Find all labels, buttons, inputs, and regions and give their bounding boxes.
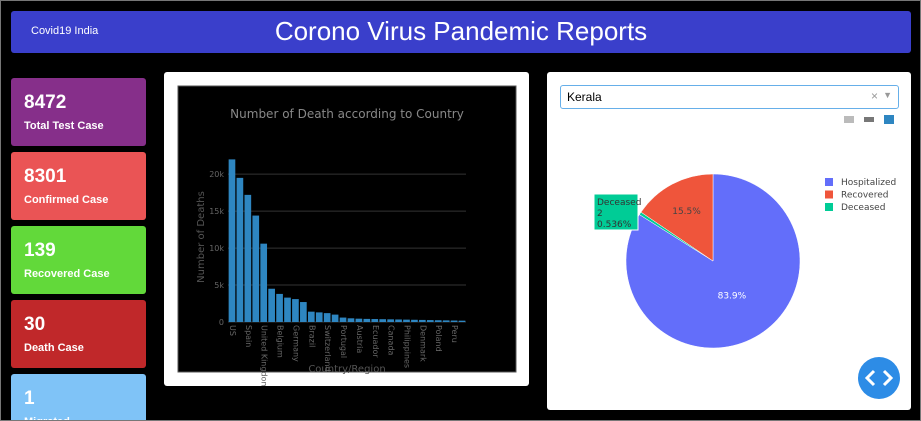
- card-value: 8472: [24, 92, 67, 113]
- stat-card: 30 Death Case: [11, 300, 146, 368]
- bar: [355, 318, 363, 322]
- hover-box: [593, 193, 639, 231]
- page-title: Corono Virus Pandemic Reports: [274, 16, 648, 46]
- x-tick-label: US: [228, 325, 237, 336]
- x-tick-label: Poland: [434, 325, 443, 352]
- x-tick-label: Ecuador: [371, 325, 380, 358]
- y-tick-label: 0: [219, 318, 224, 327]
- x-tick-label: Canada: [387, 325, 396, 356]
- x-tick-label: Peru: [450, 325, 459, 343]
- bar: [300, 302, 307, 322]
- card-label: Migrated: [24, 416, 70, 420]
- legend-label: Recovered: [841, 191, 888, 201]
- pan-icon[interactable]: [864, 117, 874, 122]
- bar: [252, 215, 260, 322]
- stat-card: 8301 Confirmed Case: [11, 152, 146, 220]
- bar: [276, 293, 283, 322]
- hover-name: Deceased: [597, 198, 641, 208]
- hover-count: 2: [597, 209, 603, 219]
- bar: [371, 319, 379, 322]
- card-label: Total Test Case: [24, 120, 104, 132]
- bar: [395, 319, 402, 322]
- dropdown-value: Kerala: [567, 90, 602, 104]
- x-tick-label: Austria: [355, 325, 364, 353]
- bar: [442, 320, 450, 322]
- y-tick-label: 15k: [209, 207, 224, 216]
- camera-icon[interactable]: [844, 116, 854, 123]
- x-tick-label: Belgium: [276, 325, 285, 358]
- hover-percent: 0.536%: [597, 220, 632, 230]
- card-value: 1: [24, 388, 35, 409]
- x-tick-label: Brazil: [307, 325, 316, 347]
- stat-card: 8472 Total Test Case: [11, 78, 146, 146]
- bar: [292, 299, 299, 322]
- bar: [236, 177, 244, 322]
- pie-panel: Kerala × ▼ 83.9% 15.5% Hospitalized Recover…: [547, 72, 911, 410]
- x-tick-label: United Kingdom: [260, 325, 269, 386]
- bar: [260, 243, 268, 322]
- x-tick-label: Switzerland: [323, 325, 332, 372]
- dropdown-arrow[interactable]: ▼: [883, 90, 892, 100]
- y-axis-title: Number of Deaths: [196, 191, 207, 283]
- card-value: 8301: [24, 166, 67, 187]
- bar: [307, 311, 315, 322]
- bar: [323, 313, 331, 322]
- legend-swatch: [825, 203, 833, 211]
- bar: [363, 318, 371, 322]
- legend-swatch: [825, 190, 833, 199]
- bar: [228, 159, 236, 322]
- slice-label: 83.9%: [718, 291, 747, 301]
- x-tick-label: Portugal: [339, 325, 348, 358]
- bar-panel: Number of Death according to Country Numb…: [164, 72, 529, 389]
- card-label: Death Case: [24, 342, 84, 354]
- bar: [387, 319, 394, 322]
- bar: [458, 320, 466, 322]
- code-icon: [864, 369, 894, 387]
- bar: [426, 320, 434, 322]
- bar: [331, 314, 339, 322]
- bar: [403, 319, 410, 322]
- legend-swatch: [825, 178, 833, 186]
- y-tick-label: 10k: [209, 244, 224, 253]
- dropdown[interactable]: Kerala × ▼: [560, 85, 899, 109]
- plotly-icon[interactable]: [884, 115, 894, 124]
- dropdown-clear[interactable]: ×: [870, 89, 878, 103]
- bar: [450, 320, 458, 322]
- x-tick-label: Germany: [291, 325, 300, 362]
- x-tick-label: Denmark: [418, 325, 427, 362]
- stat-card: 1 Migrated: [11, 374, 146, 420]
- pie-slice: [640, 173, 714, 262]
- card-label: Confirmed Case: [24, 194, 109, 206]
- pie-chart: 83.9% 15.5% Hospitalized Recovered Deceased D…: [593, 115, 900, 399]
- bar: [268, 288, 275, 322]
- bar: [315, 312, 323, 322]
- bar: [411, 319, 418, 322]
- stat-card: 139 Recovered Case: [11, 226, 146, 294]
- legend-label: Deceased: [841, 203, 885, 213]
- slice-label: 15.5%: [672, 207, 701, 217]
- chart-title: Number of Death according to Country: [230, 107, 464, 121]
- card-label: Recovered Case: [24, 268, 110, 280]
- x-tick-label: Spain: [244, 325, 253, 347]
- header: Covid19 India Corono Virus Pandemic Repo…: [11, 11, 911, 53]
- y-tick-label: 20k: [209, 170, 224, 179]
- bar: [339, 317, 347, 322]
- y-tick-label: 5k: [214, 281, 224, 290]
- card-value: 30: [24, 314, 46, 335]
- bar-chart: Number of Death according to Country Numb…: [177, 85, 517, 389]
- bar: [284, 297, 291, 322]
- bar: [434, 320, 442, 322]
- legend-label: Hospitalized: [841, 178, 896, 188]
- card-value: 139: [24, 240, 56, 261]
- bar: [379, 319, 387, 322]
- bar: [419, 319, 426, 322]
- code-button[interactable]: [858, 357, 900, 399]
- bar: [244, 194, 252, 322]
- brand[interactable]: Covid19 India: [31, 25, 99, 37]
- x-tick-label: Philippines: [403, 325, 412, 368]
- bar: [347, 318, 355, 322]
- x-axis-title: Country/Region: [308, 364, 385, 375]
